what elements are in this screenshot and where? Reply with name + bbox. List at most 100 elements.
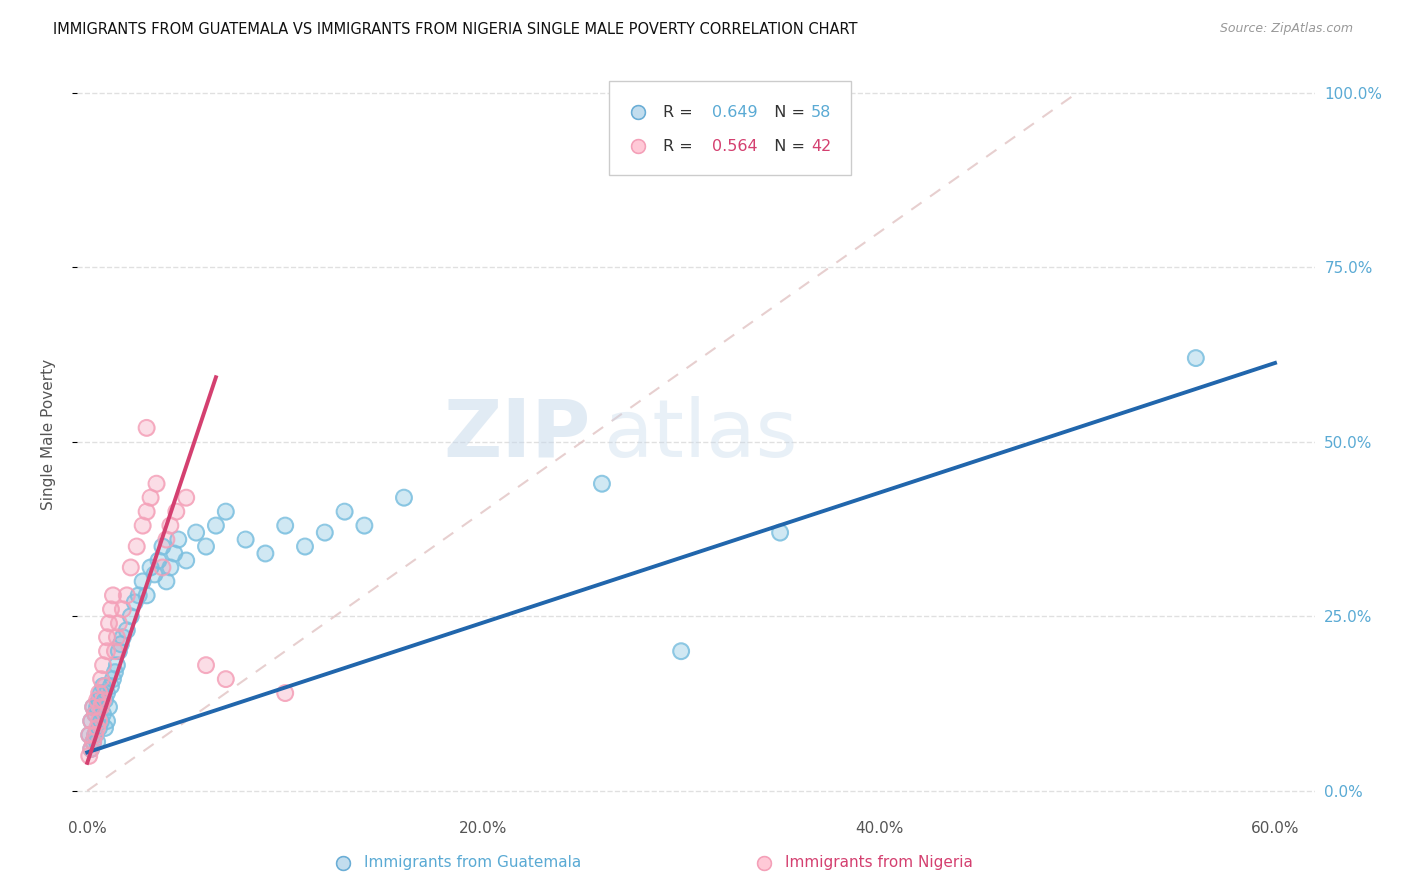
Point [215, 672, 238, 686]
Point [91, 706, 114, 721]
Point [148, 553, 170, 567]
Point [333, 505, 356, 519]
Point [155, 533, 177, 547]
Point [98, 700, 121, 714]
Point [115, 624, 138, 638]
Point [135, 588, 157, 602]
Point [669, 644, 692, 658]
Point [96, 644, 118, 658]
Point [184, 525, 207, 540]
Point [591, 476, 613, 491]
Point [145, 476, 167, 491]
Point [101, 588, 124, 602]
Point [84, 728, 107, 742]
Point [215, 505, 238, 519]
Point [100, 679, 122, 693]
Point [135, 421, 157, 435]
Point [87, 686, 110, 700]
Point [159, 518, 181, 533]
Point [91, 679, 114, 693]
Point [120, 609, 142, 624]
Point [87, 714, 110, 728]
Point [111, 630, 134, 644]
Point [1185, 351, 1208, 365]
Point [86, 721, 108, 735]
Point [87, 721, 110, 735]
Point [115, 588, 138, 602]
Point [100, 602, 122, 616]
Point [769, 525, 792, 540]
Text: 58: 58 [811, 104, 831, 120]
Point [91, 693, 114, 707]
Point [205, 518, 228, 533]
Point [101, 672, 124, 686]
Point [167, 533, 190, 547]
Point [159, 518, 181, 533]
Point [294, 540, 316, 554]
Y-axis label: Single Male Poverty: Single Male Poverty [42, 359, 56, 510]
Point [84, 706, 107, 721]
Point [143, 567, 166, 582]
Point [215, 505, 238, 519]
Point [94, 679, 117, 693]
Text: R =: R = [662, 104, 697, 120]
Point [82, 700, 104, 714]
Point [86, 721, 108, 735]
Point [104, 665, 127, 680]
Point [131, 518, 153, 533]
Point [96, 686, 118, 700]
Point [131, 574, 153, 589]
Point [165, 505, 187, 519]
Point [104, 665, 127, 680]
Text: IMMIGRANTS FROM GUATEMALA VS IMMIGRANTS FROM NIGERIA SINGLE MALE POVERTY CORRELA: IMMIGRANTS FROM GUATEMALA VS IMMIGRANTS … [53, 22, 858, 37]
Point [139, 560, 162, 574]
Point [124, 595, 146, 609]
Point [167, 533, 190, 547]
Text: 0.649: 0.649 [711, 104, 758, 120]
Point [333, 505, 356, 519]
Point [90, 672, 112, 686]
Point [195, 658, 218, 673]
Point [90, 686, 112, 700]
FancyBboxPatch shape [609, 80, 851, 175]
Point [94, 721, 117, 735]
Point [139, 560, 162, 574]
Point [86, 700, 108, 714]
Point [80, 742, 103, 756]
Point [86, 735, 108, 749]
Point [86, 735, 108, 749]
Point [101, 672, 124, 686]
Point [80, 742, 103, 756]
Point [77, 728, 100, 742]
Point [135, 421, 157, 435]
Point [94, 679, 117, 693]
Point [94, 693, 117, 707]
Point [108, 644, 131, 658]
Point [128, 588, 150, 602]
Point [104, 644, 127, 658]
Point [82, 735, 104, 749]
Point [254, 547, 277, 561]
Point [135, 505, 157, 519]
Point [94, 721, 117, 735]
Point [90, 714, 112, 728]
Point [155, 574, 177, 589]
Point [165, 505, 187, 519]
Point [274, 686, 297, 700]
Point [80, 742, 103, 756]
Point [100, 679, 122, 693]
Point [91, 706, 114, 721]
Point [195, 658, 218, 673]
Point [101, 588, 124, 602]
Point [111, 602, 134, 616]
Point [135, 588, 157, 602]
Point [96, 714, 118, 728]
Text: atlas: atlas [603, 396, 797, 474]
Point [82, 735, 104, 749]
Point [128, 588, 150, 602]
Point [152, 540, 174, 554]
Point [87, 686, 110, 700]
Point [82, 700, 104, 714]
Point [163, 547, 186, 561]
Point [84, 728, 107, 742]
